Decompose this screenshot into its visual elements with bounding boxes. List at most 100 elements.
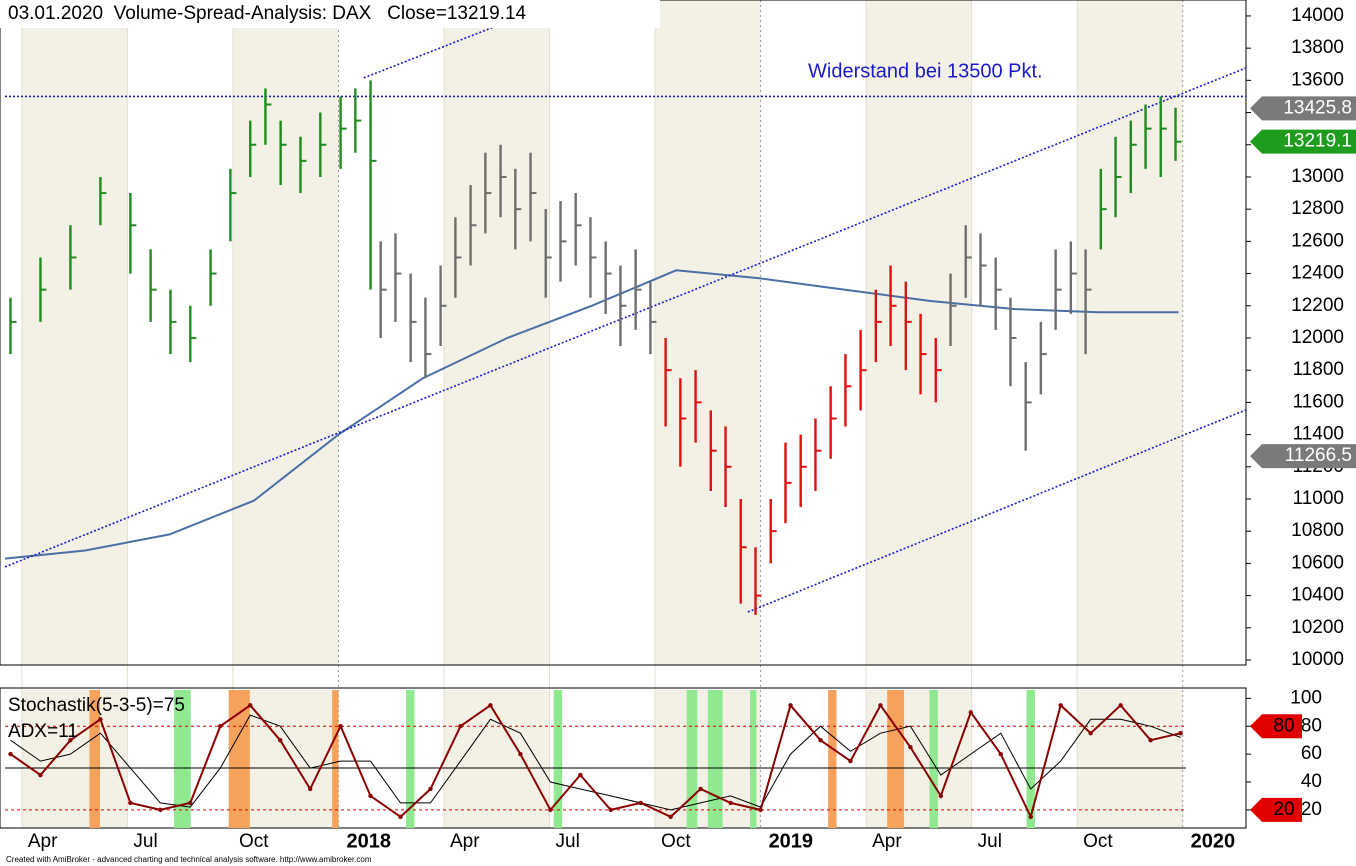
price-tag-label: 13219.1 [1283,131,1352,152]
footer: Created with AmiBroker - advanced charti… [6,855,372,864]
y-tick-label: 11000 [1293,488,1344,509]
level-label: 80 [1273,715,1294,736]
price-tag-label: 13425.8 [1283,97,1352,118]
oscillator-label: Stochastik(5-3-5)=75 [8,695,185,716]
background-layer [21,0,1184,828]
stochastic-point [1118,703,1123,708]
y-tick-label: 12400 [1291,263,1344,284]
highlight [929,690,938,828]
quarter-shade [21,0,128,665]
stochastic-point [638,800,643,806]
trendline [4,67,1247,568]
highlight [828,690,837,828]
stochastic-point [518,751,523,757]
trendline [747,409,1247,613]
stochastic-point [1148,737,1153,743]
stochastic-line [9,703,1181,820]
stochastic-point [128,800,133,806]
annotation: Widerstand bei 13500 Pkt. [808,60,1043,82]
highlight [553,690,563,828]
y-tick-label: 60 [1301,743,1322,764]
y-tick-label: 80 [1301,715,1322,736]
y-tick-label: 10600 [1291,552,1344,573]
x-tick-label: Jul [556,831,580,852]
y-tick-label: 10400 [1291,585,1344,606]
highlight [89,690,100,828]
y-tick-label: 12800 [1291,198,1344,219]
stochastic-point [488,703,493,708]
adx-label: ADX=11 [8,721,78,742]
stochastic-point [278,737,283,743]
highlight [406,690,415,828]
stochastic-point [307,786,313,792]
x-tick-label: Apr [28,831,58,852]
highlight [173,690,191,828]
stochastic-point [758,807,763,813]
price-tag [1250,129,1356,154]
quarter-shade [443,690,550,828]
x-tick-label: Oct [239,831,269,852]
stochastic-point [818,737,823,743]
oscillator-panel [0,687,1247,829]
stochastic-point [578,772,583,778]
quarter-shade [232,0,339,665]
level-tag [1250,797,1302,822]
quarter-shade [21,690,128,828]
stochastic-point [1058,703,1063,708]
price-tag-label: 11266.5 [1285,445,1352,466]
stochastic-point [218,724,223,729]
stochastic-point [878,703,883,708]
quarter-shade [443,0,550,665]
price-panel [0,0,1247,666]
y-tick-label: 10000 [1291,649,1344,670]
y-tick-label: 12600 [1291,230,1344,251]
highlight [332,690,339,828]
stochastic-point [458,724,463,729]
stochastic-point [908,744,913,750]
x-tick-label: Jul [133,831,157,852]
highlight [887,690,905,828]
y-tick-label: 11800 [1293,359,1344,380]
level-label: 20 [1273,799,1294,820]
highlight [1026,690,1035,828]
stochastic-point [608,807,613,813]
stochastic-point [548,807,553,813]
price-tag [1250,96,1356,121]
stochastic-point [998,751,1003,757]
stochastic-point [98,717,103,722]
stochastic-point [968,710,973,715]
x-tick-label: Apr [872,831,902,852]
y-tick-label: 11600 [1293,391,1344,412]
y-tick-label: 100 [1290,687,1322,708]
y-tick-label: 40 [1301,771,1322,792]
x-tick-label: Apr [450,831,480,852]
y-tick-label: 20 [1301,799,1322,820]
quarter-shade [866,0,972,665]
stochastic-point [38,772,43,778]
stochastic-point [698,786,703,792]
x-tick-label: 2020 [1191,830,1236,852]
stochastic-point [398,814,403,820]
x-tick-label: 2019 [769,830,814,852]
y-tick-label: 13000 [1291,166,1344,187]
stochastic-point [368,793,373,799]
y-tick-label: 13600 [1291,69,1344,90]
stochastic-point [158,807,163,813]
stochastic-point [1088,731,1093,736]
moving-average [4,269,1179,560]
stochastic-point [938,793,944,799]
stochastic-point [338,724,343,729]
x-tick-label: Oct [1083,831,1113,852]
title-bg [0,0,660,28]
trendline [363,24,500,79]
y-tick-label: 11400 [1293,424,1344,445]
y-tick-label: 10800 [1291,520,1344,541]
stochastic-point [428,786,433,792]
stochastic-point [848,758,853,764]
quarter-shade [1077,0,1183,665]
x-tick-label: Oct [661,831,691,852]
chart-title: 03.01.2020 Volume-Spread-Analysis: DAX C… [8,3,527,24]
stochastic-point [668,814,673,820]
